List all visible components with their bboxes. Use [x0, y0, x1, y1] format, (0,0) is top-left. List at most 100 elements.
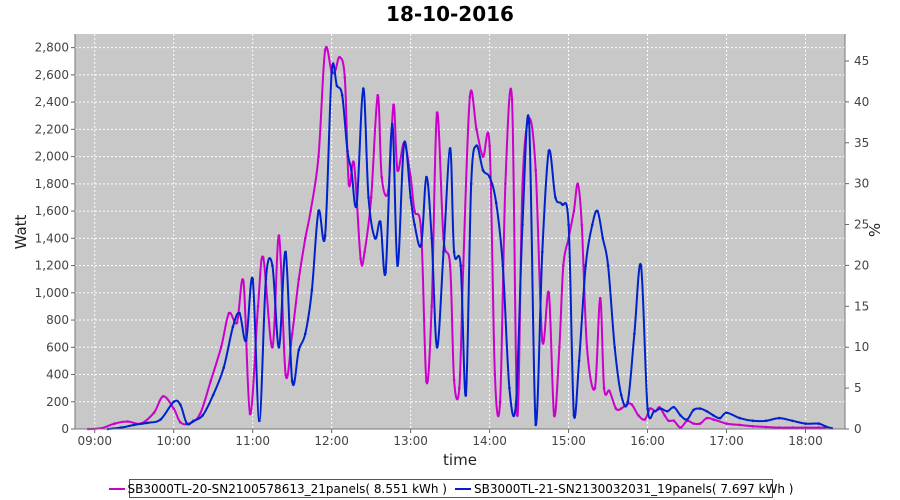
data-point-series-1 — [425, 380, 428, 383]
data-point-series-1 — [126, 420, 129, 423]
y2-tick-label: 40 — [854, 95, 869, 109]
legend-item-series-2: SB3000TL-21-SN2130032031_19panels( 7.697… — [455, 482, 793, 496]
data-point-series-1 — [764, 425, 768, 429]
data-point-series-1 — [413, 209, 416, 213]
data-point-series-2 — [346, 149, 349, 153]
data-point-series-1 — [562, 264, 565, 267]
y2-tick-label: 35 — [854, 136, 869, 150]
data-point-series-1 — [198, 412, 202, 416]
y2-axis-title: % — [866, 223, 884, 237]
data-point-series-2 — [527, 121, 531, 124]
data-point-series-2 — [396, 264, 399, 267]
data-point-series-1 — [580, 223, 584, 226]
data-point-series-1 — [304, 237, 307, 240]
data-point-series-1 — [430, 305, 434, 308]
data-point-series-1 — [380, 175, 384, 179]
data-point-series-1 — [751, 425, 755, 428]
data-point-series-2 — [304, 332, 307, 336]
data-point-series-2 — [379, 220, 382, 224]
data-point-series-1 — [338, 55, 341, 59]
x-tick-label: 13:00 — [393, 434, 428, 448]
data-point-series-2 — [201, 414, 204, 417]
data-point-series-2 — [572, 414, 576, 417]
data-point-series-2 — [119, 426, 123, 429]
data-point-series-1 — [248, 412, 252, 416]
y-tick-label: 1,600 — [35, 204, 69, 218]
y-tick-label: 0 — [61, 422, 69, 436]
y-tick-label: 400 — [46, 368, 69, 382]
data-point-series-2 — [652, 410, 656, 413]
data-point-series-2 — [335, 84, 339, 88]
data-point-series-1 — [458, 386, 461, 390]
y2-tick-label: 45 — [854, 54, 869, 68]
data-point-series-1 — [481, 155, 485, 158]
data-point-series-1 — [462, 264, 465, 267]
data-point-series-2 — [464, 393, 468, 397]
data-point-series-2 — [409, 196, 412, 199]
y2-tick-label: 15 — [854, 299, 869, 313]
data-point-series-2 — [172, 400, 175, 404]
y2-tick-label: 30 — [854, 177, 869, 191]
data-point-series-1 — [392, 103, 395, 107]
data-point-series-1 — [359, 257, 362, 261]
data-point-series-1 — [297, 277, 301, 281]
axes: 02004006008001,0001,2001,4001,6001,8002,… — [35, 34, 869, 448]
data-point-series-1 — [261, 256, 265, 259]
data-point-series-2 — [488, 175, 491, 179]
data-point-series-2 — [666, 410, 669, 413]
data-point-series-1 — [475, 128, 478, 131]
data-point-series-1 — [352, 162, 356, 165]
data-point-series-1 — [552, 414, 556, 417]
data-point-series-1 — [576, 182, 580, 186]
data-point-series-1 — [637, 414, 640, 417]
x-tick-label: 11:00 — [235, 434, 270, 448]
x-tick-label: 17:00 — [709, 434, 744, 448]
y-tick-label: 2,400 — [35, 95, 69, 109]
data-point-series-2 — [362, 87, 365, 90]
data-point-series-1 — [777, 426, 781, 429]
data-point-series-1 — [817, 426, 820, 429]
data-point-series-1 — [235, 321, 239, 325]
data-point-series-1 — [290, 332, 294, 336]
data-point-series-1 — [493, 373, 497, 376]
data-point-series-2 — [626, 400, 630, 404]
data-point-series-2 — [448, 147, 452, 150]
data-point-series-2 — [521, 223, 524, 226]
data-point-series-2 — [633, 332, 636, 336]
data-point-series-1 — [347, 182, 351, 186]
y2-tick-label: 0 — [854, 422, 862, 436]
x-tick-label: 15:00 — [551, 434, 586, 448]
data-point-series-2 — [258, 419, 261, 423]
data-point-series-1 — [504, 182, 507, 186]
data-point-series-1 — [608, 389, 611, 393]
y-tick-label: 2,600 — [35, 68, 69, 82]
y-tick-label: 1,200 — [35, 259, 69, 273]
data-point-series-2 — [251, 277, 254, 281]
data-point-series-2 — [577, 359, 581, 363]
data-point-series-2 — [764, 419, 768, 423]
data-point-series-1 — [284, 373, 287, 376]
data-point-series-1 — [498, 400, 502, 404]
data-point-series-1 — [547, 291, 551, 295]
data-point-series-1 — [161, 395, 165, 398]
y-tick-label: 1,400 — [35, 231, 69, 245]
data-point-series-2 — [596, 209, 599, 213]
data-point-series-2 — [430, 237, 434, 240]
x-axis-title: time — [443, 451, 477, 469]
data-point-series-1 — [452, 378, 456, 382]
data-point-series-1 — [435, 111, 439, 115]
data-point-series-1 — [277, 234, 281, 237]
data-point-series-2 — [185, 422, 189, 425]
y2-tick-label: 5 — [854, 381, 862, 395]
data-point-series-2 — [606, 264, 610, 267]
data-point-series-1 — [488, 144, 491, 147]
data-point-series-1 — [672, 419, 676, 423]
data-point-series-2 — [323, 234, 327, 237]
data-point-series-1 — [725, 422, 728, 425]
data-point-series-2 — [584, 264, 587, 267]
data-point-series-2 — [317, 209, 320, 213]
x-tick-label: 10:00 — [156, 434, 191, 448]
data-point-series-1 — [558, 346, 561, 349]
y-tick-label: 2,800 — [35, 41, 69, 55]
data-point-series-2 — [705, 410, 709, 413]
